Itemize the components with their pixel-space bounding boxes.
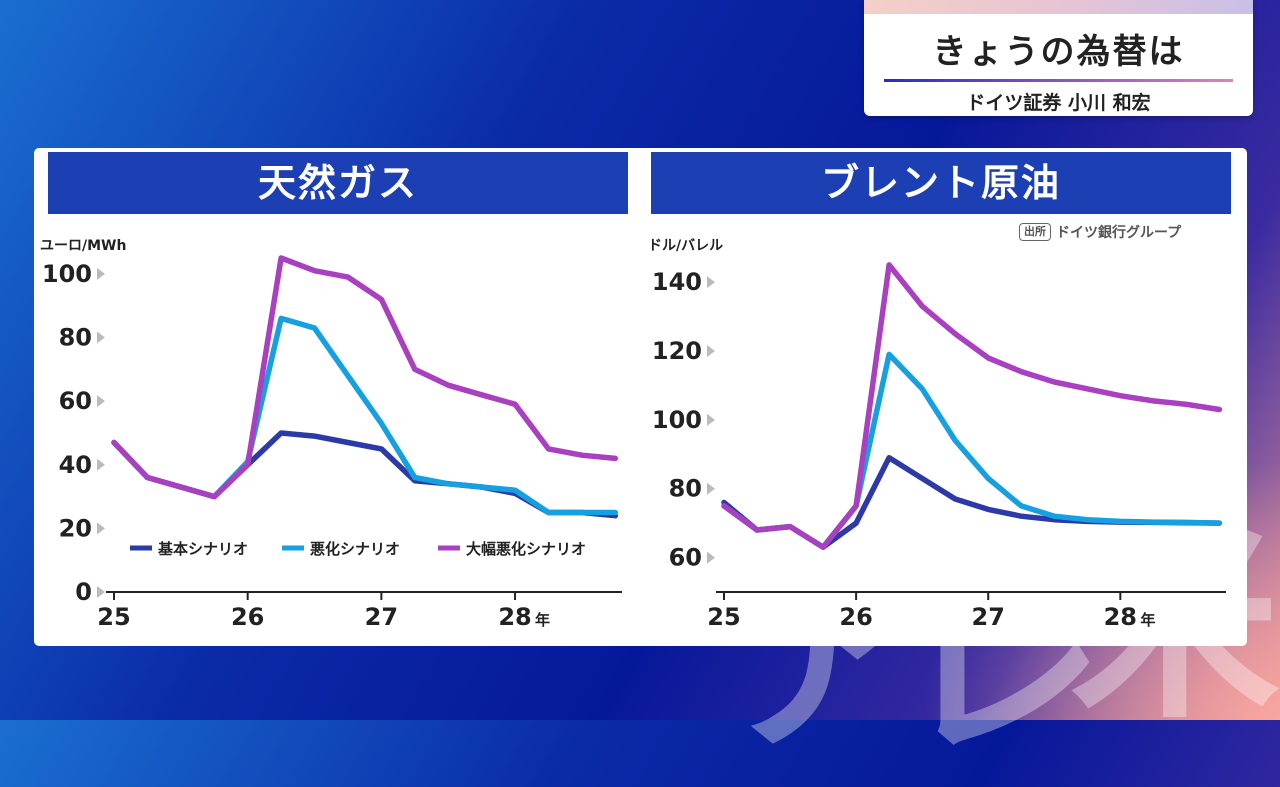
brent-y-tick-marker xyxy=(707,276,715,289)
gas-y-tick-label: 100 xyxy=(42,260,92,288)
gas-x-tick-label: 28 xyxy=(498,603,531,631)
brent-y-tick-label: 100 xyxy=(652,406,702,434)
chart-title-brent: ブレント原油 xyxy=(651,152,1231,214)
brent-series-line-3 xyxy=(721,262,1223,550)
y-unit-gas: ユーロ/MWh xyxy=(40,238,127,254)
brent-x-tick-label: 27 xyxy=(972,603,1005,631)
legend-label-3: 大幅悪化シナリオ xyxy=(466,540,586,558)
gas-x-tick-label: 26 xyxy=(231,603,264,631)
gas-y-tick-marker xyxy=(97,267,105,280)
source-note: 出所 ドイツ銀行グループ xyxy=(1019,222,1181,242)
gas-y-tick-label: 60 xyxy=(59,387,92,415)
gas-y-tick-marker xyxy=(97,331,105,344)
brent-x-tick-label: 25 xyxy=(707,603,740,631)
y-unit-brent: ドル/バレル xyxy=(648,238,724,254)
gas-y-tick-label: 80 xyxy=(59,324,92,352)
gas-series-line-3 xyxy=(111,255,619,500)
brent-y-tick-marker xyxy=(707,551,715,564)
presenter-name: ドイツ証券 小川 和宏 xyxy=(966,92,1151,114)
chart-gas: 0 20 40 60 80 100 25 26 27 28 年 基本シナリオ 悪化シナリオ 大幅悪化シナリ… xyxy=(42,255,622,631)
chart-panel: 天然ガス ブレント原油 ユーロ/MWh ドル/バレル 出所 ドイツ銀行グループ … xyxy=(34,148,1247,646)
brent-x-tick-label: 28 xyxy=(1104,603,1137,631)
chart-title-gas: 天然ガス xyxy=(48,152,628,214)
title-card: きょうの為替は ドイツ証券 小川 和宏 xyxy=(864,0,1253,116)
gas-y-tick-marker xyxy=(97,395,105,408)
brent-y-tick-label: 120 xyxy=(652,337,702,365)
gas-y-tick-label: 20 xyxy=(59,514,92,542)
source-text: ドイツ銀行グループ xyxy=(1056,225,1182,241)
brent-x-unit: 年 xyxy=(1140,611,1155,629)
program-title: きょうの為替は xyxy=(932,32,1185,72)
brent-x-tick-label: 26 xyxy=(839,603,872,631)
gas-x-unit: 年 xyxy=(535,611,550,629)
brent-y-tick-label: 80 xyxy=(669,475,702,503)
gas-x-tick-label: 25 xyxy=(97,603,130,631)
brent-y-tick-marker xyxy=(707,413,715,426)
brent-y-tick-marker xyxy=(707,344,715,357)
legend-label-1: 基本シナリオ xyxy=(157,540,248,558)
brent-y-tick-label: 140 xyxy=(652,268,702,296)
gas-y-tick-label: 0 xyxy=(75,578,92,606)
brent-y-tick-marker xyxy=(707,482,715,495)
brent-y-tick-label: 60 xyxy=(669,544,702,572)
title-card-accent xyxy=(864,0,1253,14)
chart-brent: 60 80 100 120 140 25 26 27 28 年 xyxy=(652,262,1226,631)
gas-y-tick-marker xyxy=(97,522,105,535)
brent-series-line-2 xyxy=(721,351,1223,550)
legend-label-2: 悪化シナリオ xyxy=(310,540,400,558)
gas-y-tick-marker xyxy=(97,586,105,598)
gas-y-tick-label: 40 xyxy=(59,451,92,479)
title-divider xyxy=(884,79,1233,82)
gas-y-tick-marker xyxy=(97,458,105,471)
source-badge: 出所 xyxy=(1019,223,1051,241)
gas-x-tick-label: 27 xyxy=(365,603,398,631)
